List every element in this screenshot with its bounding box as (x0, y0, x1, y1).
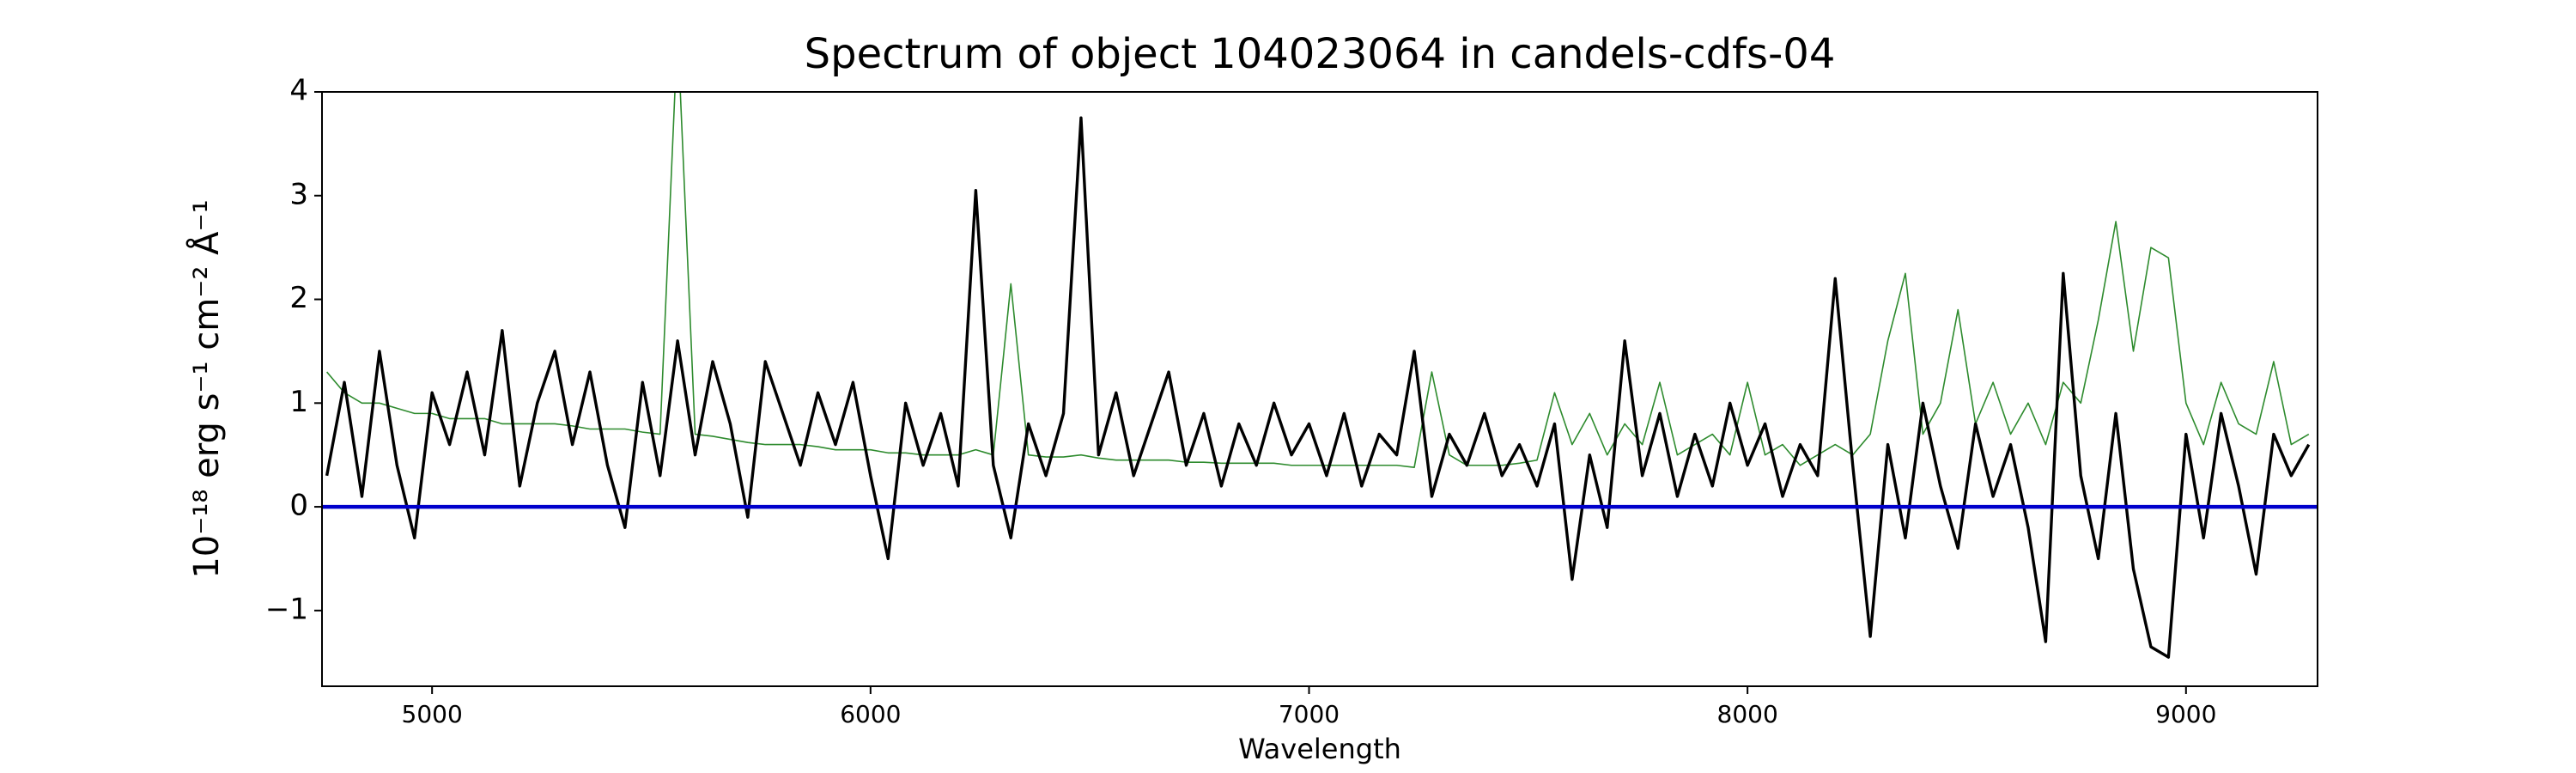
x-tick-label: 8000 (1717, 700, 1778, 728)
y-tick-label: 0 (289, 489, 308, 523)
spectrum-line (326, 92, 2310, 468)
x-axis-label: Wavelength (1238, 733, 1401, 765)
y-tick-label: 1 (289, 385, 308, 419)
chart-title: Spectrum of object 104023064 in candels-… (805, 30, 1836, 78)
y-axis-label: 10⁻¹⁸ erg s⁻¹ cm⁻² Å⁻¹ (185, 199, 227, 578)
y-tick-label: −1 (265, 592, 308, 626)
plot-area (322, 92, 2318, 659)
y-tick-label: 4 (289, 74, 308, 108)
y-tick-label: 2 (289, 281, 308, 315)
y-tick-label: 3 (289, 177, 308, 211)
axes-frame (321, 91, 2318, 687)
spectrum-line (325, 116, 2311, 659)
x-tick-label: 9000 (2155, 700, 2216, 728)
x-tick-label: 5000 (402, 700, 463, 728)
x-tick-label: 6000 (840, 700, 901, 728)
x-tick-label: 7000 (1279, 700, 1340, 728)
